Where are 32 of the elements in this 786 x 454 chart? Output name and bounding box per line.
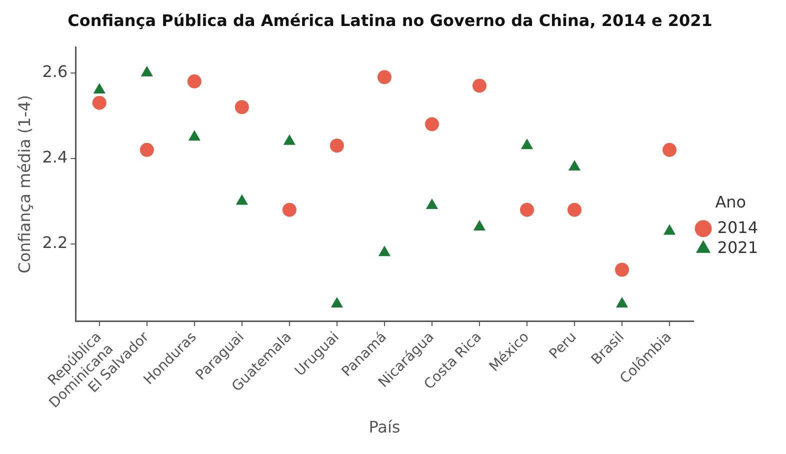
y-tick-label: 2.4 [42, 148, 68, 167]
x-axis-title: País [368, 418, 400, 437]
point [616, 296, 628, 308]
point [424, 117, 439, 132]
point [283, 134, 296, 145]
y-axis-title: Confiança média (1-4) [14, 94, 34, 274]
point [568, 160, 581, 171]
legend-title: Ano [715, 192, 746, 212]
point [236, 194, 248, 205]
y-tick-label: 2.6 [42, 62, 68, 82]
point [520, 138, 534, 150]
chart-title: Confiança Pública da América Latina no Governo da China, 2014 e 2021 [68, 10, 712, 30]
point [330, 296, 344, 308]
point [473, 220, 486, 230]
point [187, 74, 202, 88]
point [377, 70, 392, 84]
point [568, 202, 582, 217]
point [92, 96, 106, 110]
point [330, 138, 344, 153]
point [188, 130, 200, 141]
point [520, 202, 534, 217]
point [140, 142, 154, 157]
point [426, 198, 438, 210]
point [663, 224, 676, 235]
point [378, 246, 391, 256]
point [234, 100, 249, 114]
legend-label: 2021 [717, 238, 758, 257]
point [282, 202, 296, 217]
legend-label: 2014 [717, 218, 758, 237]
point [472, 78, 486, 93]
point [662, 142, 677, 157]
y-tick-label: 2.2 [42, 233, 68, 252]
